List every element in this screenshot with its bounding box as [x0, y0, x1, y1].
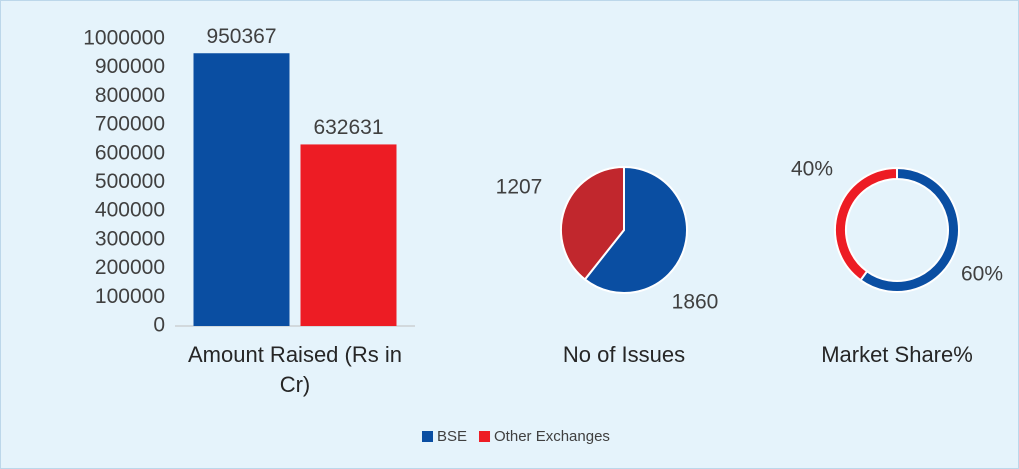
y-tick-label: 900000 [95, 55, 165, 78]
y-tick-label: 400000 [95, 199, 165, 222]
y-tick-label: 1000000 [83, 27, 165, 50]
legend-label: BSE [437, 428, 467, 445]
data-label: 40% [791, 158, 833, 181]
chart-title: Market Share% [821, 342, 973, 367]
y-tick-label: 200000 [95, 256, 165, 279]
legend-swatch [422, 431, 433, 442]
y-tick-label: 100000 [95, 285, 165, 308]
legend-label: Other Exchanges [494, 428, 610, 445]
y-tick-label: 600000 [95, 141, 165, 164]
data-label: 950367 [206, 25, 276, 48]
pie-slice [560, 165, 625, 281]
y-tick-label: 300000 [95, 227, 165, 250]
y-tick-label: 0 [153, 314, 165, 337]
bar [193, 53, 290, 327]
chart-title: No of Issues [563, 342, 685, 367]
data-label: 60% [961, 263, 1003, 286]
donut-slice [834, 166, 898, 282]
bar [300, 144, 397, 326]
legend-swatch [479, 431, 491, 442]
data-label: 632631 [313, 116, 383, 139]
y-tick-label: 700000 [95, 113, 165, 136]
pie-slice [583, 165, 688, 294]
data-label: 1207 [496, 176, 543, 199]
category-label: Amount Raised (Rs in Cr) [188, 342, 402, 397]
y-tick-label: 800000 [95, 84, 165, 107]
data-label: 1860 [672, 291, 719, 314]
y-tick-label: 500000 [95, 170, 165, 193]
